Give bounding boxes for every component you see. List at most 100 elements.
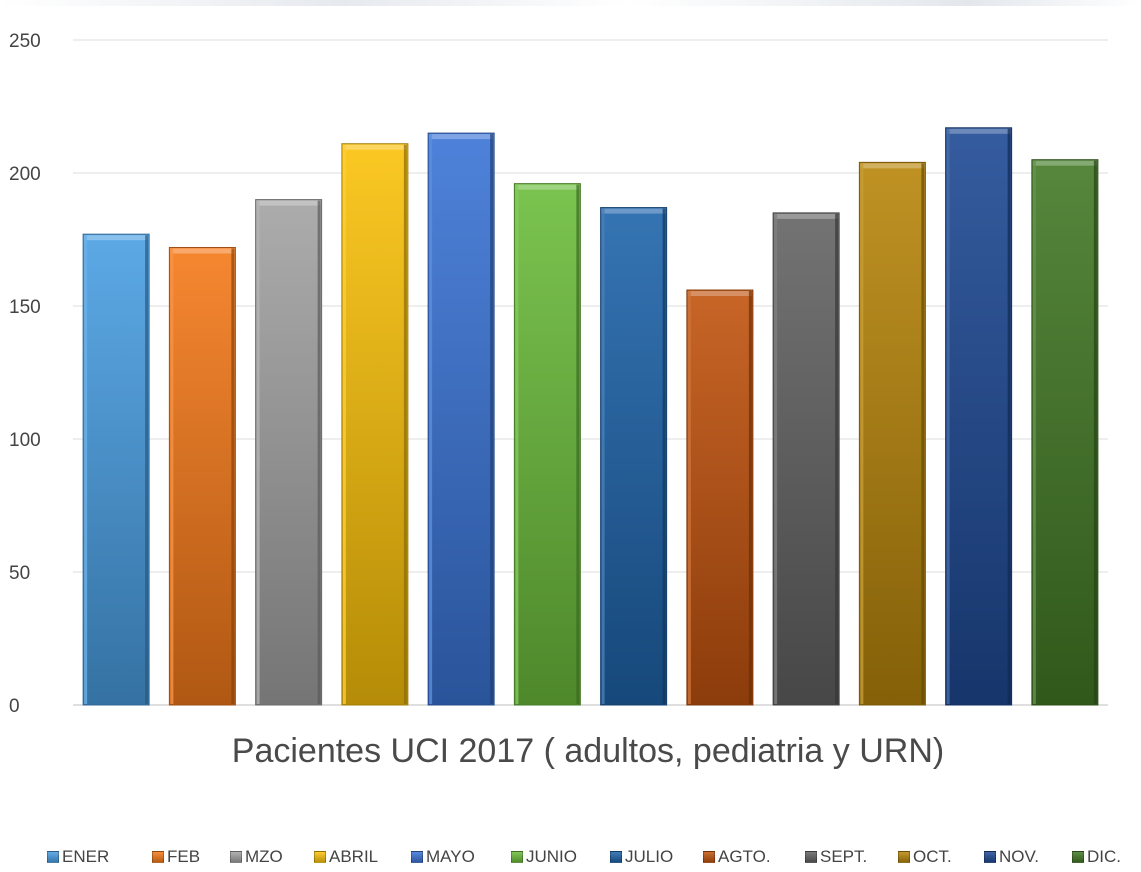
bar-bevel — [403, 144, 407, 705]
legend-swatch — [47, 851, 59, 863]
bar-bevel — [860, 163, 864, 705]
bar-julio — [600, 207, 668, 706]
legend-label: AGTO. — [718, 847, 771, 866]
legend-item: MZO — [230, 845, 283, 869]
legend-item: OCT. — [898, 845, 952, 869]
bar — [168, 246, 236, 706]
bar-bevel — [84, 235, 149, 241]
legend: ENER FEB MZO ABRIL MAYO JUNIO JULIO AGTO. SEPT. O… — [0, 845, 1141, 869]
bar-bevel — [1032, 160, 1097, 166]
bar — [82, 233, 150, 706]
legend-item: MAYO — [411, 845, 475, 869]
legend-label: MZO — [245, 847, 283, 866]
y-tick-label: 50 — [9, 563, 30, 584]
bar-bevel — [231, 248, 235, 705]
gridlines — [73, 39, 1108, 706]
legend-item: NOV. — [984, 845, 1039, 869]
bar-bevel — [515, 184, 519, 704]
bar-oct — [858, 161, 926, 706]
bar-junio — [513, 183, 581, 706]
bar-mayo — [427, 132, 495, 706]
bar-bevel — [921, 163, 925, 705]
legend-label: ENER — [62, 847, 110, 866]
bar — [513, 183, 581, 706]
bar-dic — [1031, 159, 1099, 706]
bar — [1031, 159, 1099, 706]
bar-bevel — [946, 128, 950, 704]
bar-bevel — [601, 208, 605, 704]
bar-bevel — [1032, 160, 1036, 704]
bar-bevel — [515, 184, 580, 190]
bar-bevel — [774, 213, 839, 219]
bar-sept — [772, 212, 840, 706]
bar-bevel — [342, 144, 346, 705]
bar-bevel — [317, 200, 321, 704]
bar-bevel — [170, 248, 235, 254]
bar-bevel — [835, 213, 839, 704]
bar-bevel — [1093, 160, 1097, 704]
bar-bevel — [601, 208, 666, 214]
bar-agto — [686, 289, 754, 706]
bar-bevel — [256, 200, 260, 704]
legend-swatch — [805, 851, 817, 863]
bar-bevel — [576, 184, 580, 704]
bars — [82, 127, 1099, 706]
bar — [341, 143, 409, 706]
bar — [858, 161, 926, 706]
legend-label: FEB — [167, 847, 201, 866]
legend-swatch — [314, 851, 326, 863]
legend-label: JULIO — [625, 847, 674, 866]
bar — [945, 127, 1013, 706]
legend-label: ABRIL — [329, 847, 379, 866]
bar-bevel — [145, 235, 149, 704]
legend-swatch — [152, 851, 164, 863]
bar-bevel — [687, 291, 691, 704]
bar-bevel — [687, 291, 752, 297]
bar-feb — [168, 246, 236, 706]
legend-swatch — [511, 851, 523, 863]
legend-swatch — [411, 851, 423, 863]
legend-label: MAYO — [426, 847, 475, 866]
bar-bevel — [490, 134, 494, 705]
legend-item: JULIO — [610, 845, 673, 869]
bar-bevel — [774, 213, 778, 704]
bar-bevel — [1007, 128, 1011, 704]
bar-bevel — [662, 208, 666, 704]
bar-ener — [82, 233, 150, 706]
bar-chart: 0 50 100 150 200 250 Pacientes UCI 2017 ( adu… — [9, 31, 1108, 770]
legend-swatch — [1072, 851, 1084, 863]
y-tick-label: 0 — [9, 696, 20, 717]
chart-title: Pacientes UCI 2017 ( adultos, pediatria … — [232, 732, 944, 770]
legend-label: SEPT. — [820, 847, 868, 866]
bar-bevel — [256, 200, 321, 206]
legend-item: ENER — [47, 845, 109, 869]
bar-bevel — [429, 134, 433, 705]
bar — [427, 132, 495, 706]
bar-bevel — [748, 291, 752, 704]
legend-swatch — [898, 851, 910, 863]
legend-swatch — [984, 851, 996, 863]
bar-mzo — [255, 199, 323, 706]
y-tick-label: 150 — [9, 297, 41, 318]
bar — [600, 207, 668, 706]
legend-label: NOV. — [999, 847, 1040, 866]
legend-item: DIC. — [1072, 845, 1121, 869]
legend-label: DIC. — [1087, 847, 1121, 866]
bar-abril — [341, 143, 409, 706]
bar — [772, 212, 840, 706]
bar — [255, 199, 323, 706]
bar-bevel — [84, 235, 88, 704]
legend-swatch — [703, 851, 715, 863]
bar-bevel — [429, 134, 494, 140]
legend-label: JUNIO — [526, 847, 577, 866]
legend-item: AGTO. — [703, 845, 771, 869]
bar-bevel — [860, 163, 925, 169]
legend-item: FEB — [152, 845, 200, 869]
legend-item: SEPT. — [805, 845, 867, 869]
bar-nov — [945, 127, 1013, 706]
bar-bevel — [946, 128, 1011, 134]
legend-item: ABRIL — [314, 845, 378, 869]
legend-label: OCT. — [913, 847, 952, 866]
legend-swatch — [610, 851, 622, 863]
bar — [686, 289, 754, 706]
